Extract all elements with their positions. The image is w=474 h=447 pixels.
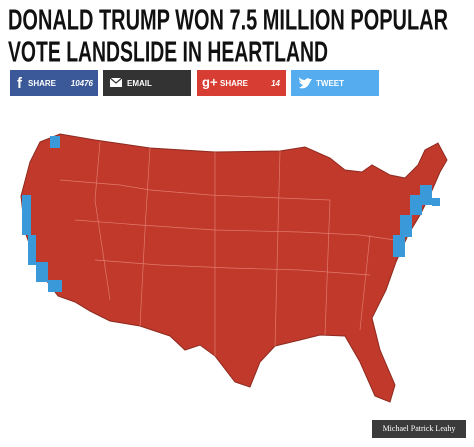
mail-icon-flap: [109, 77, 123, 84]
count: 14: [271, 79, 280, 88]
headline-line: DONALD TRUMP WON 7.5 MILLION POPULAR: [8, 5, 448, 37]
button-bg: [197, 70, 286, 96]
label: TWEET: [316, 79, 344, 88]
label: SHARE: [220, 79, 249, 88]
blue-areas: [22, 136, 440, 292]
photo-credit: Michael Patrick Leahy: [383, 424, 456, 433]
headline-line: VOTE LANDSLIDE IN HEARTLAND: [8, 37, 328, 69]
label: EMAIL: [127, 79, 152, 88]
facebook-button[interactable]: f SHARE 10476: [10, 70, 98, 96]
count: 10476: [71, 79, 94, 88]
icon: f: [17, 75, 23, 92]
label: SHARE: [28, 79, 57, 88]
us-map: [20, 133, 448, 403]
email-button[interactable]: EMAIL: [103, 70, 191, 96]
state-lines: [59, 141, 396, 356]
button-bg: [10, 70, 98, 96]
icon: g+: [202, 74, 218, 89]
google-plus-button[interactable]: g+ SHARE 14: [197, 70, 286, 96]
credit-bg: [372, 420, 466, 438]
twitter-button[interactable]: TWEET: [291, 70, 379, 96]
bird-icon: [299, 77, 312, 89]
